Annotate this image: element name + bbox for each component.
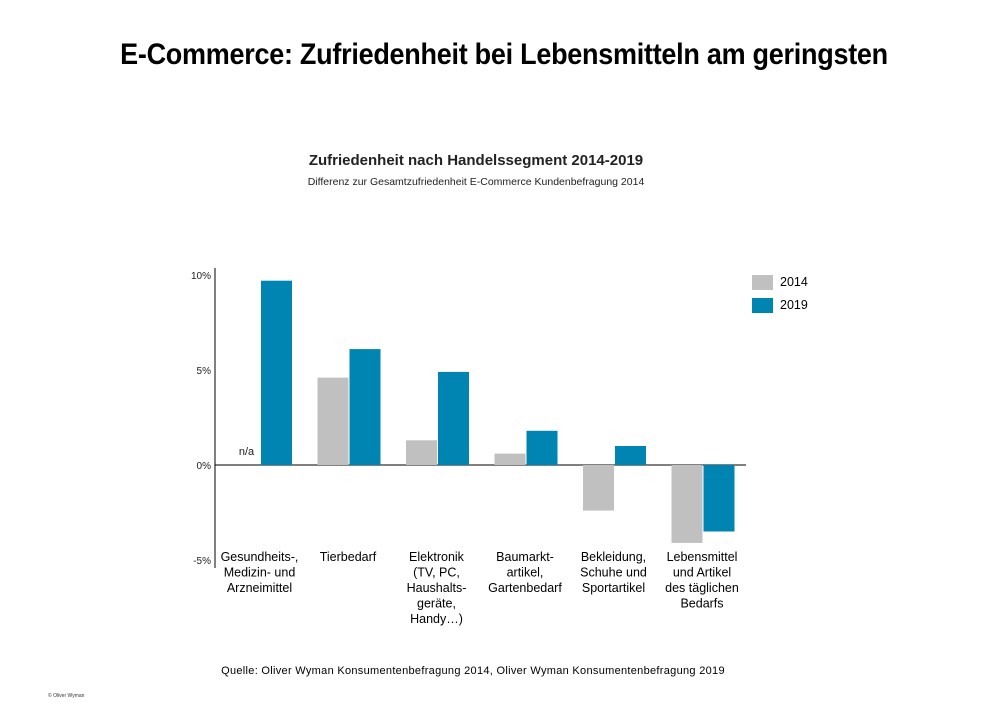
x-category-label: Bedarfs (680, 597, 723, 611)
legend-swatch-2019 (752, 297, 773, 313)
legend-swatch-2014 (752, 274, 773, 290)
x-category-label: Bekleidung, (581, 550, 646, 564)
y-tick-label: 5% (197, 366, 212, 377)
bar-2014-5 (671, 465, 703, 543)
x-category-label: Tierbedarf (320, 550, 377, 564)
page-title: E-Commerce: Zufriedenheit bei Lebensmitt… (120, 38, 888, 71)
na-annotation: n/a (239, 446, 255, 458)
x-category-label: und Artikel (673, 566, 731, 580)
chart-subtitle: Differenz zur Gesamtzufriedenheit E-Comm… (307, 176, 645, 188)
x-category-label: des täglichen (665, 581, 739, 595)
legend: 2014 2019 (752, 271, 808, 317)
x-category-label: Elektronik (409, 550, 465, 564)
chart-title: Zufriedenheit nach Handelssegment 2014-2… (308, 152, 644, 169)
x-category-label: Sportartikel (582, 581, 645, 595)
copyright-note: © Oliver Wyman (48, 693, 85, 699)
x-category-label: Gartenbedarf (488, 581, 562, 595)
y-tick-label: 0% (197, 461, 212, 472)
bar-2019-1 (349, 349, 381, 465)
x-category-label: Gesundheits-, (221, 550, 299, 564)
bar-2019-3 (526, 430, 558, 465)
x-category-label: Lebensmittel (667, 550, 738, 564)
bar-2014-4 (583, 465, 614, 511)
y-tick-label: -5% (193, 556, 211, 567)
x-category-label: Haushalts- (407, 581, 467, 595)
bar-2014-2 (406, 440, 437, 465)
legend-label-2019: 2019 (780, 298, 808, 312)
bar-2014-1 (317, 377, 349, 465)
bar-2019-5 (703, 465, 735, 532)
bar-2019-2 (438, 371, 469, 465)
x-category-label: Handy…) (410, 612, 463, 626)
x-category-label: Schuhe und (580, 566, 647, 580)
bar-2019-4 (615, 446, 646, 465)
bar-2019-0 (261, 280, 292, 465)
x-category-label: geräte, (417, 597, 456, 611)
legend-item-2014: 2014 (752, 271, 808, 293)
x-category-label: (TV, PC, (413, 566, 460, 580)
source-note: Quelle: Oliver Wyman Konsumentenbefragun… (221, 665, 725, 677)
legend-item-2019: 2019 (752, 294, 808, 316)
bar-2014-3 (494, 453, 526, 465)
x-category-label: Arzneimittel (227, 581, 292, 595)
x-category-label: artikel, (507, 566, 544, 580)
legend-label-2014: 2014 (780, 275, 808, 289)
y-tick-label: 10% (191, 271, 211, 282)
x-category-label: Baumarkt- (496, 550, 554, 564)
x-category-label: Medizin- und (224, 566, 296, 580)
